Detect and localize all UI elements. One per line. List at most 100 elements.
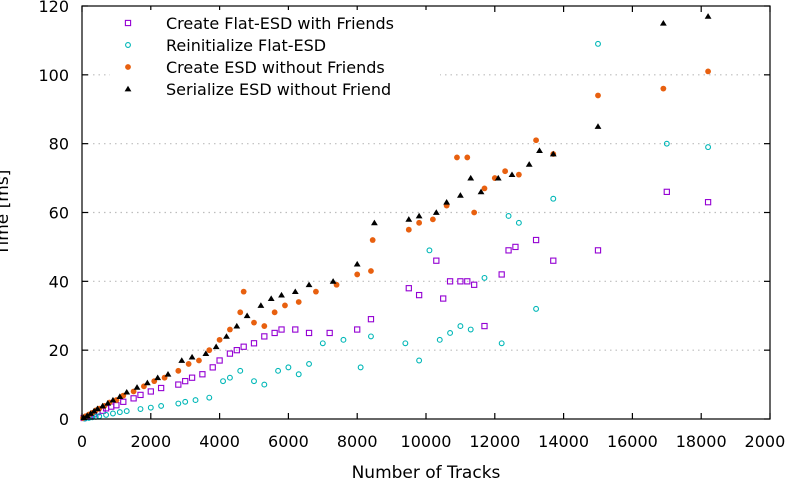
data-point — [196, 357, 202, 364]
data-point — [147, 404, 154, 411]
data-point — [457, 323, 464, 330]
data-point — [512, 243, 519, 251]
data-point — [704, 199, 712, 206]
data-point — [209, 364, 216, 371]
grid-lines — [82, 74, 770, 351]
data-point — [550, 257, 557, 264]
data-point — [291, 288, 299, 295]
y-tick-label: 120 — [38, 0, 69, 16]
data-point — [261, 381, 268, 388]
data-point — [477, 188, 485, 195]
data-point — [120, 398, 127, 405]
data-point — [292, 326, 299, 333]
data-point — [175, 367, 182, 374]
y-tick-label: 60 — [49, 204, 69, 223]
data-point — [319, 340, 326, 347]
series-2 — [81, 40, 712, 422]
x-tick-label: 12000 — [469, 432, 520, 451]
data-point — [594, 123, 602, 129]
data-point — [113, 402, 120, 409]
axis-ticks: 0 2000 4000 6000 8000 10000 12000 14000 16000 180… — [38, 0, 786, 451]
data-point — [175, 381, 182, 388]
data-point — [371, 219, 378, 226]
data-point — [426, 247, 433, 254]
data-point — [440, 295, 447, 302]
data-point — [443, 198, 451, 205]
data-point — [457, 192, 464, 198]
y-tick-label: 80 — [49, 135, 69, 154]
data-point — [595, 92, 601, 99]
data-point — [130, 395, 137, 402]
data-point — [295, 299, 302, 305]
data-point — [660, 85, 667, 92]
data-point — [188, 353, 196, 360]
data-point — [515, 219, 522, 226]
data-point — [329, 278, 337, 284]
data-point — [416, 219, 423, 226]
data-point — [123, 408, 130, 415]
data-point — [704, 13, 712, 19]
data-point — [549, 150, 557, 157]
data-point — [227, 326, 233, 333]
x-tick-label: 2000 — [130, 432, 171, 451]
data-point — [240, 343, 247, 350]
data-point — [508, 171, 516, 178]
data-point — [595, 40, 601, 47]
data-point — [369, 237, 376, 243]
data-point — [104, 399, 112, 406]
data-point — [282, 302, 288, 309]
x-tick-label: 8000 — [337, 432, 378, 451]
x-tick-label: 0 — [77, 432, 87, 451]
y-tick-label: 40 — [49, 272, 69, 291]
data-point — [505, 212, 512, 219]
data-point — [123, 388, 131, 395]
data-point — [178, 357, 186, 363]
data-point — [223, 333, 230, 339]
data-point — [192, 397, 199, 404]
x-tick-label: 16000 — [607, 432, 658, 451]
data-point — [275, 367, 282, 374]
data-point — [251, 319, 257, 326]
data-point — [130, 388, 137, 395]
data-point — [536, 147, 543, 153]
data-point — [481, 185, 488, 192]
data-point — [278, 291, 285, 298]
y-tick-label: 20 — [49, 341, 69, 360]
x-tick-label: 4000 — [199, 432, 240, 451]
legend-background — [110, 10, 440, 102]
data-point — [147, 388, 154, 395]
data-point — [206, 394, 213, 401]
data-point — [212, 343, 220, 350]
data-point — [243, 312, 251, 319]
legend-marker — [125, 42, 131, 48]
data-points — [80, 13, 712, 422]
x-tick-label: 6000 — [268, 432, 309, 451]
data-point — [498, 340, 505, 347]
data-point — [226, 350, 234, 357]
data-point — [416, 357, 423, 364]
data-point — [175, 400, 182, 407]
data-point — [659, 20, 667, 26]
data-point — [436, 336, 443, 343]
legend-label: Serialize ESD without Friend — [166, 80, 391, 99]
data-point — [481, 274, 488, 281]
data-point — [99, 402, 107, 409]
legend: Create Flat-ESD with Friends Reinitialize… — [110, 10, 440, 102]
data-point — [353, 260, 361, 267]
data-point — [447, 330, 454, 336]
data-point — [267, 295, 275, 301]
data-point — [533, 137, 539, 144]
data-point — [199, 371, 206, 378]
data-point — [454, 154, 460, 161]
data-point — [216, 357, 223, 364]
data-point — [240, 288, 247, 295]
data-point — [354, 271, 361, 278]
data-point — [663, 140, 670, 147]
data-point — [257, 302, 265, 308]
y-axis-title: Time [ms] — [0, 170, 13, 257]
data-point — [326, 329, 333, 337]
data-point — [109, 396, 117, 403]
data-point — [158, 402, 165, 409]
data-point — [663, 188, 670, 195]
